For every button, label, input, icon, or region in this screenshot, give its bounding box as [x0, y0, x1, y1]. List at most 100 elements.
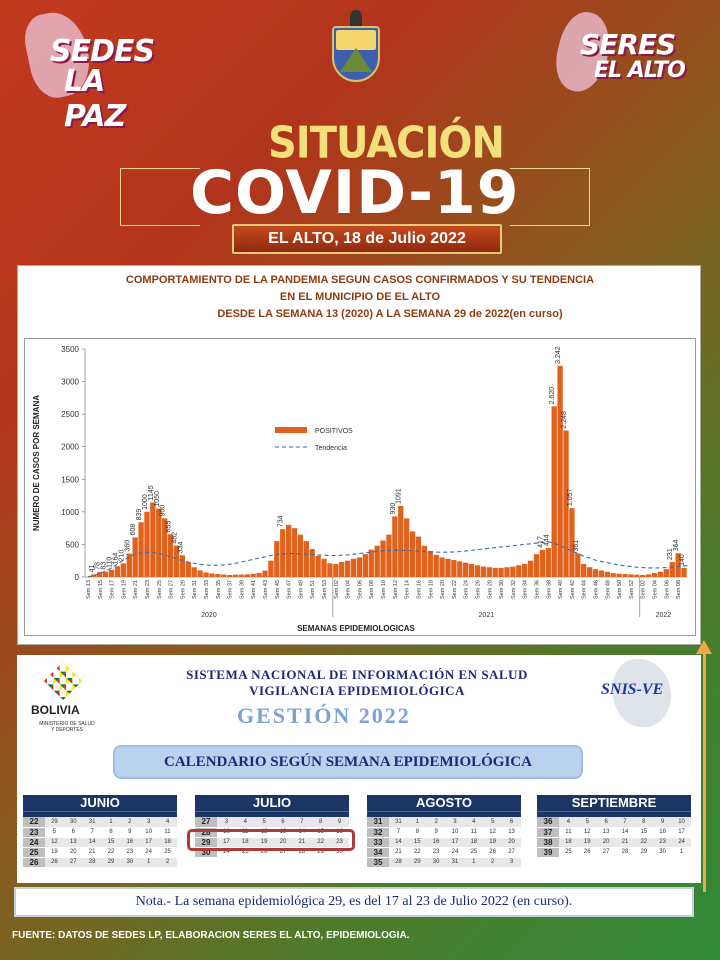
weekday-header	[23, 811, 177, 817]
week-number: 38	[537, 837, 559, 848]
title-frame-right	[510, 168, 590, 226]
x-tick-label: Sem 10	[381, 580, 387, 599]
bar	[539, 549, 546, 577]
day-cell: 30	[330, 847, 349, 858]
bolivia-label: BOLIVIA	[31, 703, 80, 717]
week-number: 29	[195, 837, 217, 848]
day-cell: 28	[82, 857, 102, 868]
data-label: 164	[112, 553, 119, 565]
day-cell: 22	[407, 847, 427, 858]
day-cell: 29	[634, 847, 654, 858]
bar	[622, 574, 628, 577]
day-cell: 19	[483, 837, 503, 848]
data-label: 2.620	[549, 387, 556, 405]
bar	[451, 560, 457, 577]
day-cell: 17	[139, 837, 159, 848]
data-label: 41	[89, 564, 96, 572]
day-cell: 10	[445, 827, 465, 838]
data-label: 360	[124, 540, 131, 552]
bar	[533, 554, 540, 577]
x-tick-label: Sem 27	[169, 580, 175, 599]
week-row: 22 29 30 31 1 2 3 4	[23, 817, 177, 828]
day-cell: 31	[82, 817, 102, 828]
bar	[114, 566, 121, 577]
data-label: 1050	[154, 491, 161, 507]
bar	[291, 528, 298, 577]
calendar-panel: BOLIVIA MINISTERIO DE SALUD Y DEPORTES S…	[17, 655, 701, 883]
y-axis-label: NUMERO DE CASOS POR SEMANA	[32, 395, 41, 531]
bar	[498, 567, 504, 577]
day-cell: 10	[672, 817, 691, 828]
day-cell: 15	[101, 837, 121, 848]
x-tick-label: Sem 06	[357, 580, 363, 599]
bar	[504, 567, 510, 577]
week-number: 32	[367, 827, 389, 838]
chart-panel: COMPORTAMIENTO DE LA PANDEMIA SEGUN CASO…	[17, 265, 701, 645]
data-label: 361	[573, 540, 580, 552]
day-cell: 9	[653, 817, 673, 828]
bar	[215, 574, 221, 577]
week-row: 29 17 18 19 20 21 22 23	[195, 837, 349, 848]
bar	[327, 563, 333, 577]
day-cell: 21	[389, 847, 408, 858]
day-cell: 9	[426, 827, 446, 838]
day-cell: 20	[63, 847, 83, 858]
y-tick-label: 3500	[61, 345, 79, 354]
data-label: 364	[673, 540, 680, 552]
year-label: 2022	[656, 612, 672, 619]
day-cell: 4	[464, 817, 484, 828]
day-cell: 19	[577, 837, 597, 848]
week-number: 36	[537, 817, 559, 828]
day-cell: 20	[502, 837, 521, 848]
week-number: 39	[537, 847, 559, 858]
x-tick-label: Sem 04	[346, 580, 352, 599]
day-cell: 6	[596, 817, 616, 828]
x-tick-label: Sem 24	[464, 580, 470, 599]
x-tick-label: Sem 29	[180, 580, 186, 599]
day-cell: 15	[407, 837, 427, 848]
month-grid: 36 4 5 6 7 8 9 10 37 11 12 13 14 15 16 17 38 18 19 20 21 22 23…	[537, 817, 691, 858]
day-cell: 7	[389, 827, 408, 838]
day-cell: 5	[254, 817, 274, 828]
week-row: 26 26 27 28 29 30 1 2	[23, 857, 177, 868]
day-cell: 31	[445, 857, 465, 868]
day-cell: 1	[139, 857, 159, 868]
bar	[557, 365, 563, 577]
month-grid: 27 3 4 5 6 7 8 9 28 10 11 12 13 14 15 16 29 17 18 19 20 21 22 2…	[195, 817, 349, 858]
bar	[179, 555, 186, 577]
bar	[616, 573, 622, 577]
year-label: 2021	[479, 612, 495, 619]
x-tick-label: Sem 17	[110, 580, 116, 599]
bar	[398, 505, 404, 577]
x-tick-label: Sem 35	[216, 580, 222, 599]
day-cell: 4	[158, 817, 177, 828]
bar	[333, 563, 339, 577]
day-cell: 25	[158, 847, 177, 858]
y-tick-label: 1000	[61, 508, 79, 517]
day-cell: 2	[426, 817, 446, 828]
month-grid: 31 31 1 2 3 4 5 6 32 7 8 9 10 11 12 13 33 14 15 16 17 18 19 20 3…	[367, 817, 521, 868]
bar	[445, 558, 451, 577]
data-label: 1.057	[567, 489, 574, 507]
bar	[474, 565, 481, 577]
chart-area: 0 500 1000 1500 2000 2500 3000 3500 NUMERO DE CA…	[24, 338, 696, 636]
bar	[657, 571, 664, 577]
bar	[427, 550, 433, 577]
week-row: 39 25 26 27 28 29 30 1	[537, 847, 691, 858]
day-cell: 17	[445, 837, 465, 848]
week-row: 24 12 13 14 15 16 17 18	[23, 837, 177, 848]
day-cell: 29	[311, 847, 331, 858]
x-tick-label: Sem 37	[228, 580, 234, 599]
y-tick-label: 1500	[61, 475, 79, 484]
bar	[262, 570, 268, 577]
bar	[344, 560, 351, 577]
data-label: 334	[177, 541, 184, 553]
bar	[486, 567, 492, 577]
bar	[238, 574, 245, 577]
bar	[209, 573, 215, 577]
x-tick-label: Sem 19	[121, 580, 127, 599]
sedes-la-paz-logo: SEDES LA PAZ	[18, 6, 168, 134]
day-cell: 29	[407, 857, 427, 868]
day-cell: 2	[158, 857, 177, 868]
x-tick-label: Sem 51	[310, 580, 316, 599]
